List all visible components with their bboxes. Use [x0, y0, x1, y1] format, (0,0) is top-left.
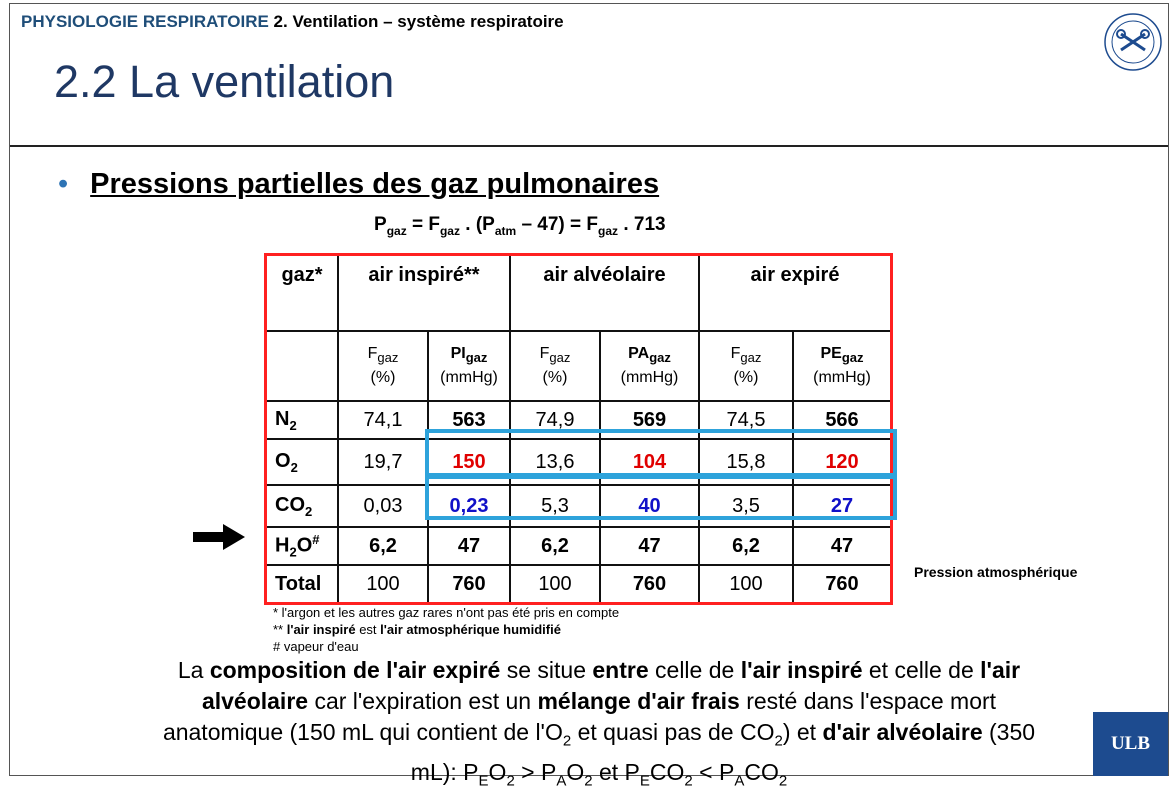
chapter-name: 2. Ventilation – système respiratoire: [273, 12, 564, 31]
header-expired: air expiré: [698, 253, 893, 332]
table-row-co2: CO2 0,03 0,23 5,3 40 3,5 27: [264, 484, 893, 528]
o2-highlight-box: [425, 429, 897, 477]
table-cell: 566: [792, 400, 893, 440]
table-cell: 3,5: [698, 484, 794, 528]
title-divider: [10, 145, 1168, 147]
table-row-h2o: H2O# 6,2 47 6,2 47 6,2 47: [264, 526, 893, 566]
subheader-fgaz: Fgaz (%): [509, 330, 601, 402]
course-name: PHYSIOLOGIE RESPIRATOIRE: [21, 12, 269, 31]
co2-highlight-box: [425, 475, 897, 520]
table-cell: 6,2: [337, 526, 429, 566]
header-bar: PHYSIOLOGIE RESPIRATOIRE 2. Ventilation …: [21, 12, 564, 32]
table-cell: 563: [427, 400, 511, 440]
bullet-marker: •: [58, 168, 69, 200]
subheader-pi: PIgaz (mmHg): [427, 330, 511, 402]
table-cell: 74,1: [337, 400, 429, 440]
table-header-row: gaz* air inspiré** air alvéolaire air ex…: [264, 253, 893, 332]
ulb-logo: ULB: [1093, 712, 1168, 776]
table-cell: 6,2: [509, 526, 601, 566]
table-cell: 760: [599, 564, 700, 605]
table-cell: 6,2: [698, 526, 794, 566]
table-cell: 47: [792, 526, 893, 566]
table-cell: 760: [792, 564, 893, 605]
gas-pressure-table: gaz* air inspiré** air alvéolaire air ex…: [264, 253, 893, 605]
table-cell: 19,7: [337, 438, 429, 486]
pressure-label: Pression atmosphérique: [914, 564, 1078, 580]
footnote-argon: * l'argon et les autres gaz rares n'ont …: [273, 605, 620, 620]
table-cell: 47: [427, 526, 511, 566]
section-heading: • Pressions partielles des gaz pulmonaire…: [58, 168, 659, 201]
explanation-paragraph: La composition de l'air expiré se situe …: [162, 657, 1036, 790]
table-cell: 5,3: [509, 484, 601, 528]
table-cell: 100: [337, 564, 429, 605]
section-heading-text: Pressions partielles des gaz pulmonaires: [90, 168, 660, 200]
slide-title: 2.2 La ventilation: [54, 56, 395, 107]
subheader-pe: PEgaz (mmHg): [792, 330, 893, 402]
pressure-formula: Pgaz = Fgaz . (Patm – 47) = Fgaz . 713: [374, 214, 666, 238]
header-alveolar: air alvéolaire: [509, 253, 700, 332]
table-cell: 74,9: [509, 400, 601, 440]
subheader-fgaz: Fgaz (%): [337, 330, 429, 402]
table-cell: 47: [599, 526, 700, 566]
gas-label: O2: [264, 438, 339, 486]
footnote-water: # vapeur d'eau: [273, 639, 359, 654]
table-cell: 100: [698, 564, 794, 605]
slide-frame: [9, 3, 1169, 776]
arrow-right-icon: [193, 524, 245, 550]
footnote-inspired: ** l'air inspiré est l'air atmosphérique…: [273, 622, 561, 637]
gas-label: N2: [264, 400, 339, 440]
header-inspired: air inspiré**: [337, 253, 511, 332]
gas-label: H2O#: [264, 526, 339, 566]
table-cell: 40: [599, 484, 700, 528]
table-subheader-row: Fgaz (%) PIgaz (mmHg) Fgaz (%) PAgaz (mmHg) …: [264, 330, 893, 402]
table-cell: 569: [599, 400, 700, 440]
table-cell: 0,03: [337, 484, 429, 528]
gas-label: CO2: [264, 484, 339, 528]
university-seal-icon: [1104, 13, 1162, 71]
table-cell: 100: [509, 564, 601, 605]
gas-label: Total: [264, 564, 339, 605]
table-cell: 760: [427, 564, 511, 605]
table-cell: 74,5: [698, 400, 794, 440]
table-cell: 0,23: [427, 484, 511, 528]
table-cell: 27: [792, 484, 893, 528]
subheader-pa: PAgaz (mmHg): [599, 330, 700, 402]
header-gas: gaz*: [264, 253, 339, 332]
subheader-fgaz: Fgaz (%): [698, 330, 794, 402]
table-row-n2: N2 74,1 563 74,9 569 74,5 566: [264, 400, 893, 440]
table-row-total: Total 100 760 100 760 100 760: [264, 564, 893, 605]
footnotes: * l'argon et les autres gaz rares n'ont …: [273, 604, 619, 655]
